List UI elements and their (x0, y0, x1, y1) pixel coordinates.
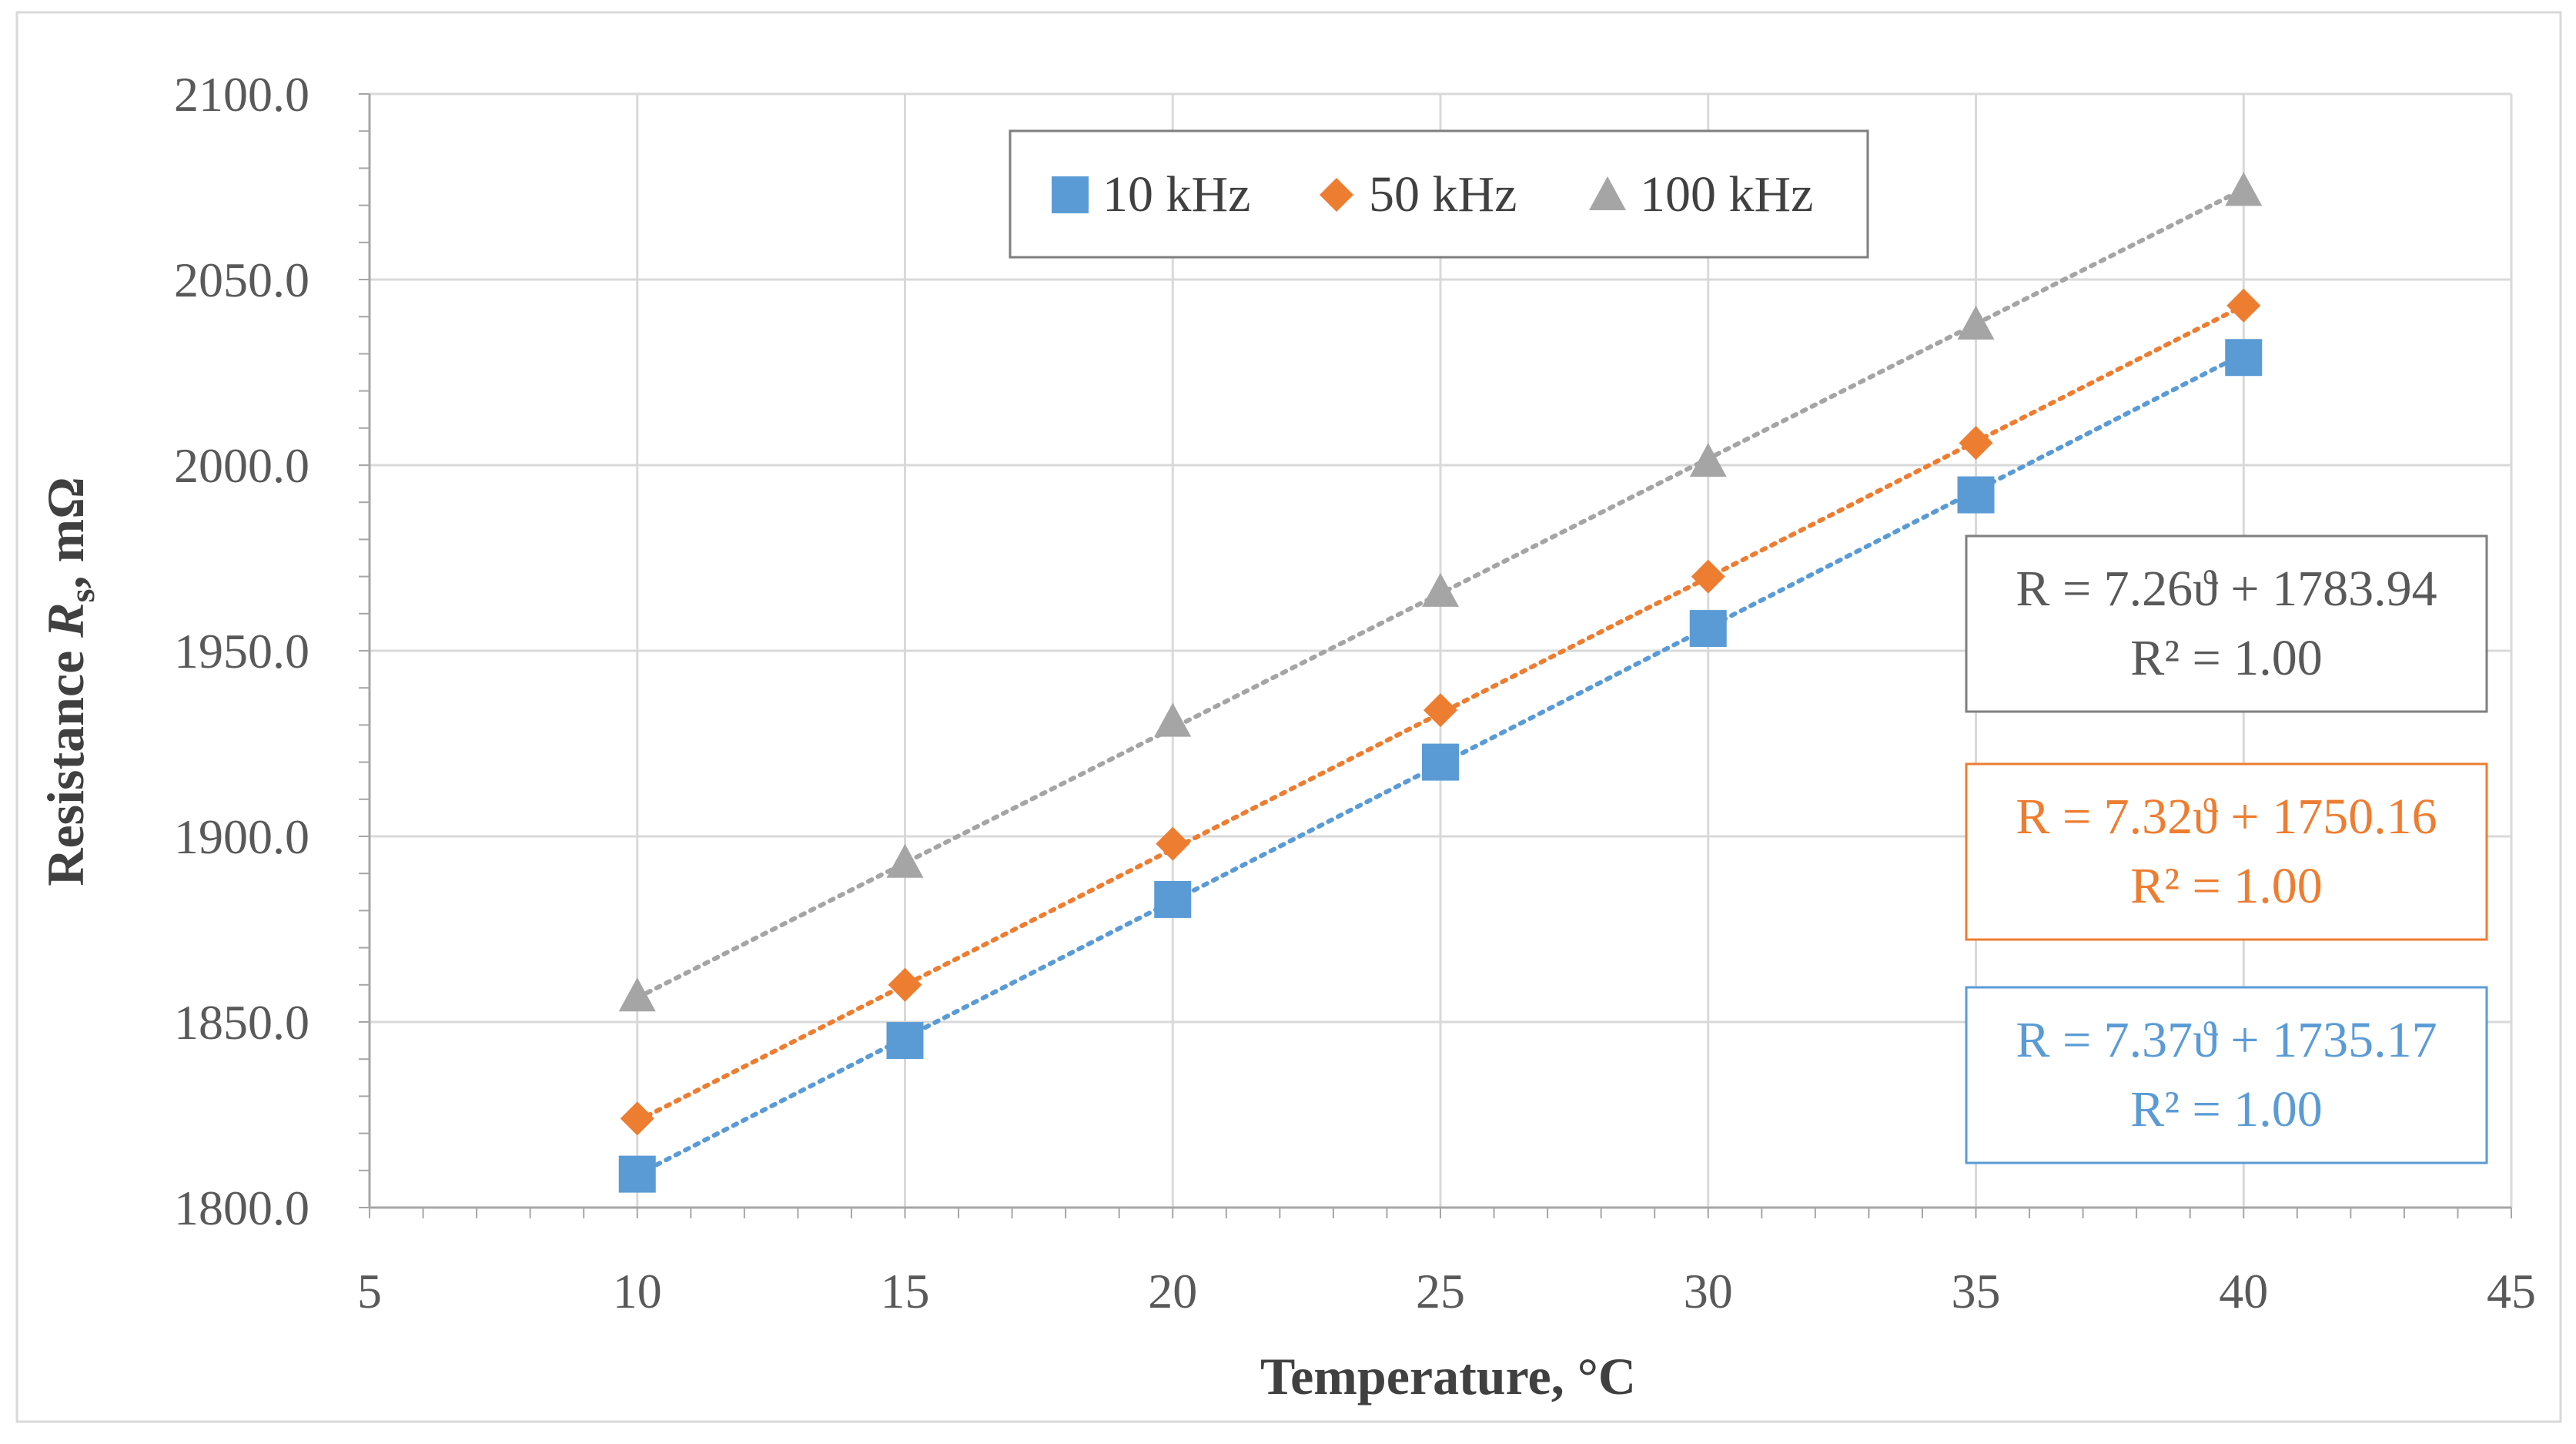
y-tick-label: 1950.0 (174, 624, 309, 678)
x-tick-label: 10 (613, 1264, 662, 1318)
data-point-10khz (1422, 743, 1459, 781)
data-point-10khz (1154, 880, 1192, 918)
data-point-100khz (886, 843, 924, 878)
data-point-50khz (620, 1101, 654, 1136)
x-tick-label: 35 (1952, 1264, 2001, 1318)
data-point-50khz (1156, 826, 1190, 861)
x-tick-label: 45 (2487, 1264, 2536, 1318)
data-point-50khz (2226, 288, 2261, 323)
x-tick-label: 20 (1148, 1264, 1197, 1318)
x-tick-label: 15 (881, 1264, 930, 1318)
data-point-50khz (1691, 559, 1725, 594)
data-point-100khz (1689, 443, 1727, 477)
x-axis-title: Temperature, °C (1260, 1347, 1636, 1405)
data-point-50khz (1959, 426, 1993, 461)
data-point-10khz (2225, 339, 2263, 377)
data-point-100khz (618, 977, 656, 1012)
equation-box-10khz: R = 7.37ϑ + 1735.17 R² = 1.00 (1965, 986, 2488, 1164)
y-tick-label: 2000.0 (174, 438, 309, 493)
y-tick-label: 1850.0 (174, 995, 309, 1050)
legend-label: 100 kHz (1640, 166, 1813, 223)
data-point-100khz (2225, 172, 2263, 206)
r-squared-line: R² = 1.00 (2130, 1081, 2323, 1137)
equation-line: R = 7.37ϑ + 1735.17 (2016, 1012, 2437, 1068)
legend-label: 10 kHz (1102, 166, 1250, 223)
legend: 10 kHz 50 kHz 100 kHz (1009, 129, 1869, 259)
equation-border (1965, 986, 2488, 1164)
x-tick-label: 5 (357, 1264, 382, 1318)
equation-border (1965, 534, 2488, 713)
legend-marker (1052, 176, 1089, 213)
equation-box-50khz: R = 7.32ϑ + 1750.16 R² = 1.00 (1965, 762, 2488, 941)
data-point-100khz (1422, 572, 1459, 607)
y-tick-label: 2100.0 (174, 67, 309, 122)
data-point-50khz (1423, 693, 1457, 728)
data-point-100khz (1957, 305, 1995, 340)
equation-line: R = 7.26ϑ + 1783.94 (2016, 561, 2437, 617)
data-point-100khz (1154, 702, 1192, 737)
legend-marker (1589, 176, 1626, 210)
data-point-10khz (1689, 610, 1727, 648)
y-tick-label: 2050.0 (174, 253, 309, 307)
legend-marker (1320, 178, 1353, 212)
r-squared-line: R² = 1.00 (2130, 630, 2323, 686)
y-tick-label: 1800.0 (174, 1181, 309, 1235)
y-tick-label: 1900.0 (174, 809, 309, 864)
x-tick-label: 40 (2219, 1264, 2268, 1318)
x-tick-label: 30 (1684, 1264, 1733, 1318)
equation-line: R = 7.32ϑ + 1750.16 (2016, 789, 2437, 845)
legend-box (1009, 129, 1869, 259)
y-axis-title: Resistance Rs, mΩ (36, 477, 102, 886)
equation-box-100khz: R = 7.26ϑ + 1783.94 R² = 1.00 (1965, 534, 2488, 713)
legend-label: 50 kHz (1369, 166, 1517, 223)
data-point-10khz (886, 1022, 924, 1060)
r-squared-line: R² = 1.00 (2130, 858, 2323, 914)
data-point-10khz (618, 1155, 656, 1193)
data-point-50khz (888, 967, 922, 1002)
x-tick-label: 25 (1416, 1264, 1465, 1318)
equation-border (1965, 762, 2488, 941)
data-point-10khz (1957, 476, 1995, 514)
